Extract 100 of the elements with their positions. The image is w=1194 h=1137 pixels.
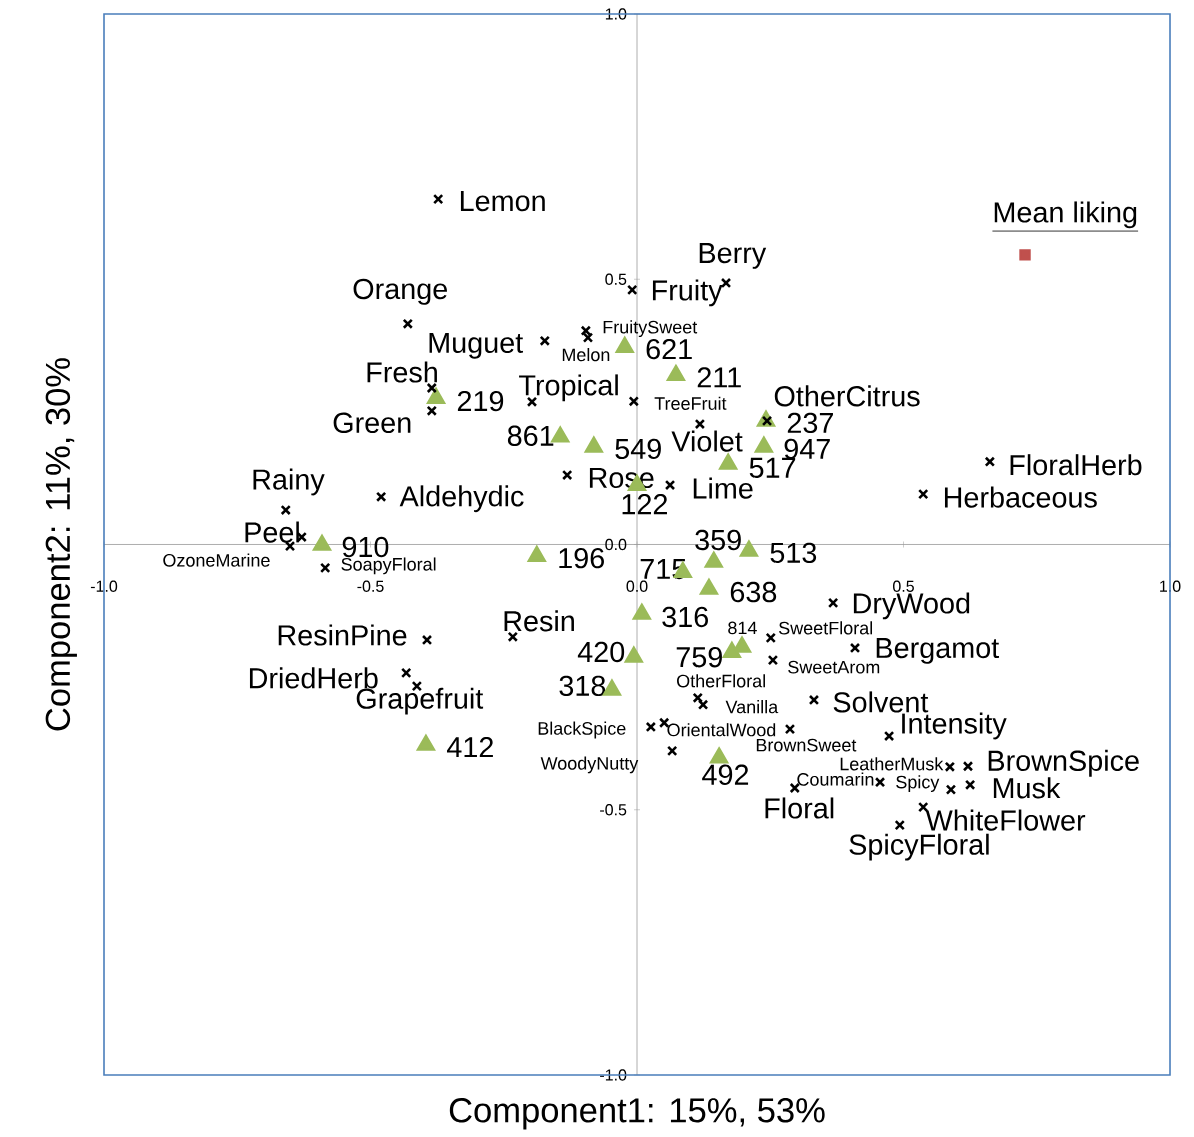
annotation: ResinPine [278,624,407,646]
annotation: 861 [507,425,554,446]
annotation: 318 [559,675,606,697]
annotation: OtherCitrus [774,385,920,407]
x-tick-label: 0.0 [626,580,648,592]
point [962,760,974,772]
annotation: Fruity [652,279,723,307]
annotation: Peel [245,521,299,543]
annotation: Resin [504,610,574,632]
annotation: 420 [577,641,625,663]
annotation: 122 [622,494,667,515]
point [694,418,706,430]
point [945,784,957,795]
annotation: 492 [702,764,749,785]
point [507,631,519,643]
annotation: Herbaceous [944,486,1097,508]
annotation: Coumarin [797,772,874,786]
point [626,284,638,296]
annotation: 638 [730,581,777,603]
point [580,325,592,336]
annotation: 549 [615,438,661,460]
annotation: Grapefruit [356,687,484,715]
point [400,667,412,679]
annotation: Aldehydic [399,485,524,513]
annotation: 621 [646,338,692,360]
annotation: TreeFruit [654,396,727,410]
annotation: BlackSpice [538,721,626,739]
x-tick-label: -0.5 [357,580,384,592]
annotation: BrownSweet [756,738,857,752]
point [984,456,996,468]
point [1019,249,1031,261]
annotation: 947 [784,438,830,460]
annotation: Solvent [833,691,929,713]
annotation: SoapyFloral [341,557,436,575]
annotation: 211 [697,367,741,388]
annotation: Muguet [429,332,524,359]
point [561,469,573,481]
annotation: Tropical [519,374,618,402]
point [375,491,387,503]
x-tick-label: 0.5 [893,580,914,592]
annotation: 219 [457,390,504,412]
annotation: Orange [353,278,447,305]
y-tick-label: 0.0 [605,538,627,551]
annotation: FloralHerb [1010,454,1142,476]
annotation: Vanilla [725,700,779,714]
annotation: SpicyFloral [849,833,989,861]
annotation: 517 [749,457,796,478]
annotation: WoodyNutty [540,756,639,774]
annotation: 196 [559,547,604,569]
annotation: Musk [993,777,1061,799]
point [827,597,839,609]
annotation: Green [333,412,411,434]
annotation: WhiteFlower [925,809,1086,831]
point [767,654,779,666]
x-axis-title: Component1: 15%, 53% [449,1098,825,1130]
annotation: Violet [671,430,743,452]
y-tick-label: 1.0 [605,8,627,20]
annotation: Rainy [253,468,325,496]
annotation: 814 [728,621,757,635]
annotation: SweetFloral [779,621,872,635]
annotation: OtherFloral [677,674,765,688]
point [874,776,886,788]
y-axis-title: Component2: 11%, 30% [45,358,77,731]
point [426,382,438,394]
point [784,723,796,735]
point [426,405,438,417]
annotation: DriedHerb [249,667,378,689]
point [432,193,444,205]
y-tick-label: -0.5 [600,804,627,816]
point [883,730,895,742]
y-tick-label: 0.5 [605,273,627,285]
point [628,396,640,407]
point [944,761,956,773]
annotation: Intensity [902,712,1007,740]
point [964,779,976,791]
point [765,632,777,644]
annotation: 237 [787,412,833,434]
annotation: Lime [693,477,753,499]
point [319,562,331,574]
annotation: OzoneMarine [163,553,270,567]
annotation: Berry [699,243,767,269]
annotation: 316 [662,606,708,628]
annotation: Floral [765,797,834,819]
point [894,819,906,831]
point [692,692,704,704]
annotation: DryWood [853,592,970,620]
point [917,488,929,500]
point [421,634,433,646]
annotation: 513 [770,542,817,564]
series-label: Mean liking [994,201,1137,229]
point [402,318,414,330]
point [666,745,678,757]
annotation: OrientalWood [667,723,776,737]
annotation: LeatherMusk [840,757,944,771]
annotation: 359 [695,529,741,551]
point [808,694,820,706]
point [645,721,657,733]
annotation: 412 [446,736,493,758]
annotation: Fresh [367,361,437,383]
annotation: 759 [676,647,722,668]
